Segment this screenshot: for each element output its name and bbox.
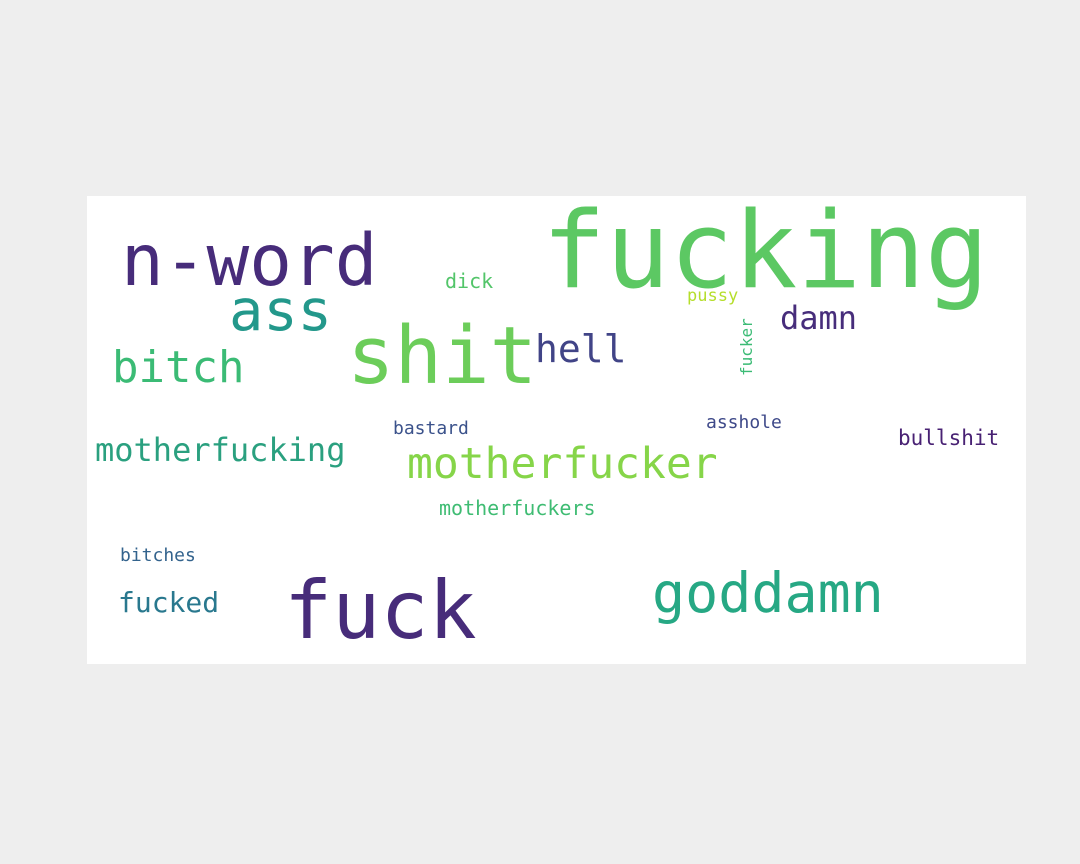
word-fucker: fucker	[737, 318, 756, 376]
word-asshole: asshole	[706, 412, 782, 433]
word-damn: damn	[780, 299, 858, 337]
word-motherfuckers: motherfuckers	[439, 496, 596, 520]
word-hell: hell	[535, 327, 627, 371]
word-motherfucking: motherfucking	[95, 431, 346, 469]
word-bitches: bitches	[120, 545, 196, 566]
word-bitch: bitch	[112, 342, 245, 393]
word-bastard: bastard	[393, 418, 469, 439]
word-bullshit: bullshit	[898, 426, 1000, 450]
word-ass: ass	[229, 278, 332, 344]
word-motherfucker: motherfucker	[407, 439, 718, 489]
word-fucked: fucked	[118, 586, 220, 619]
word-goddamn: goddamn	[652, 561, 884, 625]
word-pussy: pussy	[687, 286, 739, 306]
word-shit: shit	[347, 310, 538, 402]
word-n-word: n-word	[121, 219, 378, 302]
word-cloud-panel: fucking n-word shit fuck goddamn ass motherfuc…	[87, 196, 1026, 664]
word-fuck: fuck	[284, 564, 477, 657]
word-fucking: fucking	[542, 196, 989, 312]
word-dick: dick	[445, 269, 494, 293]
